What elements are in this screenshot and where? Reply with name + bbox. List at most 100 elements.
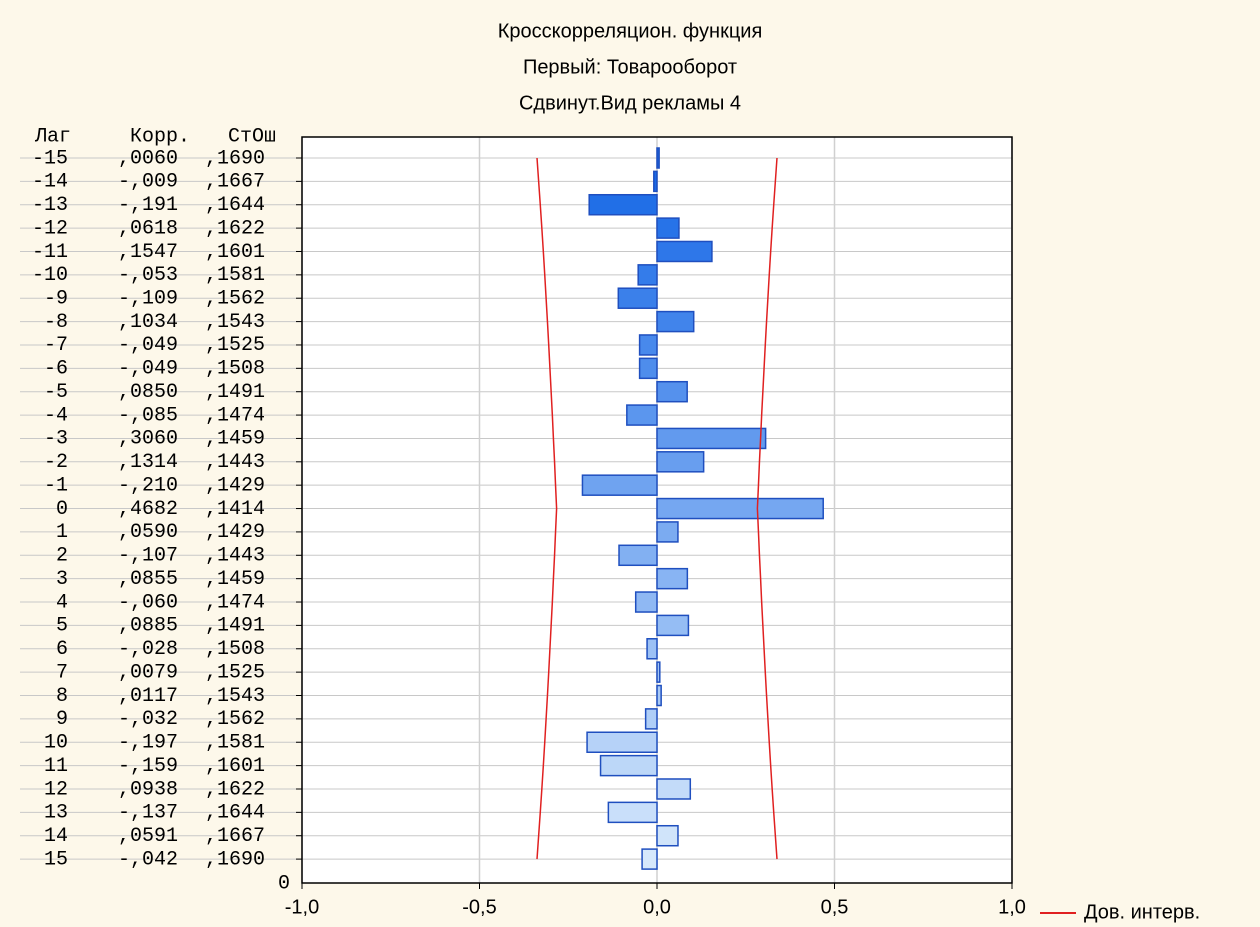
se-label: ,1581 [205, 732, 265, 755]
bar [656, 310, 695, 333]
corr-label: -,085 [118, 404, 178, 427]
corr-label: -,159 [118, 755, 178, 778]
corr-label: -,109 [118, 288, 178, 311]
se-label: ,1562 [205, 288, 265, 311]
se-label: ,1581 [205, 264, 265, 287]
bar [656, 567, 689, 590]
corr-label: -,107 [118, 545, 178, 568]
confidence-line [756, 157, 778, 860]
lag-label: 0 [56, 498, 68, 521]
lag-label: 4 [56, 591, 68, 614]
lag-label: 5 [56, 615, 68, 638]
se-label: ,1622 [205, 778, 265, 801]
lag-label: -5 [44, 381, 68, 404]
bar [656, 147, 660, 169]
se-label: ,1601 [205, 241, 265, 264]
corr-label: -,028 [118, 638, 178, 661]
corr-label: ,0885 [118, 615, 178, 638]
se-label: ,1443 [205, 451, 265, 474]
se-label: ,1443 [205, 545, 265, 568]
se-label: ,1429 [205, 474, 265, 497]
bar [638, 334, 658, 356]
se-label: ,1508 [205, 358, 265, 381]
se-label: ,1667 [205, 825, 265, 848]
corr-label: ,0855 [118, 568, 178, 591]
y-tick-label: 0 [278, 872, 290, 895]
lag-label: -11 [32, 241, 68, 264]
bar [656, 521, 679, 543]
chart-title: Кросскорреляцион. функция [498, 20, 763, 42]
bar [656, 778, 692, 800]
bar [656, 451, 705, 473]
corr-label: ,0618 [118, 217, 178, 240]
lag-label: -3 [44, 428, 68, 451]
bar [656, 684, 662, 707]
se-label: ,1644 [205, 194, 265, 217]
corr-label: ,0117 [118, 685, 178, 708]
bar [617, 287, 658, 309]
lag-label: -8 [44, 311, 68, 334]
se-label: ,1508 [205, 638, 265, 661]
lag-label: 7 [56, 661, 68, 684]
bar [638, 357, 658, 380]
se-label: ,1562 [205, 708, 265, 731]
lag-label: -15 [32, 147, 68, 170]
bar [641, 848, 658, 870]
lag-label: 3 [56, 568, 68, 591]
corr-label: -,049 [118, 334, 178, 357]
corr-label: ,4682 [118, 498, 178, 521]
corr-label: ,0079 [118, 661, 178, 684]
corr-label: -,210 [118, 474, 178, 497]
bar [656, 427, 767, 450]
corr-label: -,197 [118, 732, 178, 755]
corr-label: ,1314 [118, 451, 178, 474]
x-tick-label: -1,0 [285, 896, 319, 918]
lag-label: -1 [44, 474, 68, 497]
bar [644, 708, 658, 730]
bar [626, 404, 658, 426]
corr-label: -,032 [118, 708, 178, 731]
corr-label: ,0060 [118, 147, 178, 170]
lag-label: 15 [44, 848, 68, 871]
lag-label: -9 [44, 288, 68, 311]
table-header: СтОш [228, 125, 276, 148]
se-label: ,1622 [205, 217, 265, 240]
corr-label: ,3060 [118, 428, 178, 451]
corr-label: ,0591 [118, 825, 178, 848]
bar [656, 240, 713, 263]
lag-label: 12 [44, 778, 68, 801]
lag-label: 1 [56, 521, 68, 544]
se-label: ,1474 [205, 404, 265, 427]
se-label: ,1414 [205, 498, 265, 521]
se-label: ,1667 [205, 171, 265, 194]
se-label: ,1491 [205, 381, 265, 404]
corr-label: ,1547 [118, 241, 178, 264]
bar [637, 264, 658, 286]
x-tick-label: 1,0 [998, 896, 1026, 918]
lag-label: 11 [44, 755, 68, 778]
corr-label: ,0590 [118, 521, 178, 544]
se-label: ,1690 [205, 848, 265, 871]
x-tick-label: -0,5 [462, 896, 496, 918]
lag-label: 6 [56, 638, 68, 661]
corr-label: ,0938 [118, 778, 178, 801]
se-label: ,1543 [205, 311, 265, 334]
bar [646, 638, 658, 660]
lag-label: 10 [44, 732, 68, 755]
lag-label: -12 [32, 217, 68, 240]
corr-label: ,1034 [118, 311, 178, 334]
bar [581, 474, 658, 496]
se-label: ,1429 [205, 521, 265, 544]
bar [599, 754, 658, 777]
legend-label: Дов. интерв. [1084, 901, 1200, 923]
bar [588, 193, 658, 216]
chart-title: Сдвинут.Вид рекламы 4 [519, 92, 741, 114]
x-tick-label: 0,0 [643, 896, 671, 918]
lag-label: 14 [44, 825, 68, 848]
se-label: ,1491 [205, 615, 265, 638]
lag-label: -13 [32, 194, 68, 217]
se-label: ,1543 [205, 685, 265, 708]
se-label: ,1690 [205, 147, 265, 170]
se-label: ,1644 [205, 802, 265, 825]
